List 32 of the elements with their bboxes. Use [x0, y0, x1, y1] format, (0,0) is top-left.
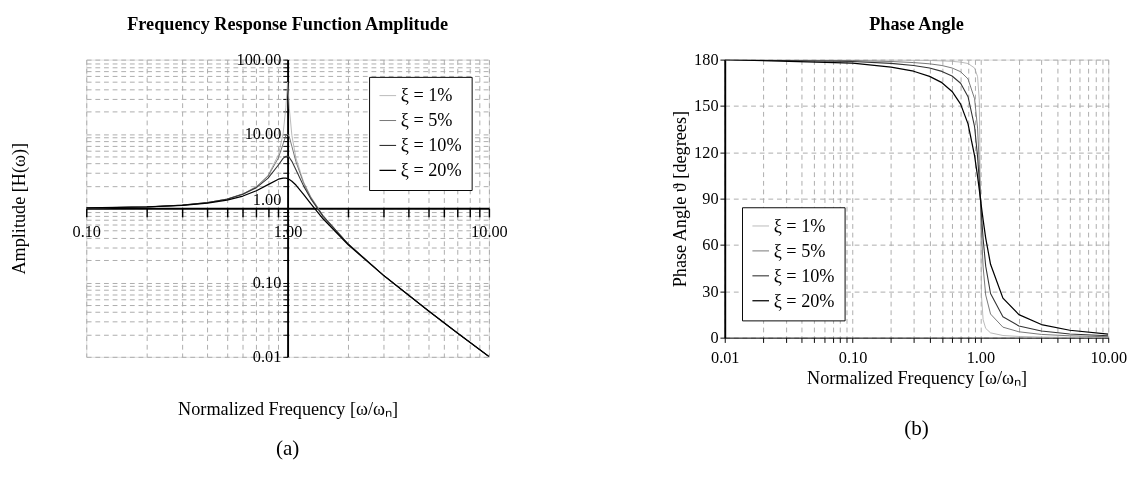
y-tick-label: 150: [694, 96, 719, 116]
legend-label: ξ = 5%: [773, 240, 826, 261]
y-tick-label: 0: [710, 327, 719, 347]
legend-label: ξ = 10%: [400, 135, 462, 156]
text: (b): [904, 416, 929, 441]
legend-label: ξ = 10%: [773, 265, 835, 286]
x-axis-title: Normalized Frequency [ω/ωₙ]: [806, 368, 1027, 389]
x-tick-label: 0.10: [72, 222, 102, 242]
y-tick-label: 1.00: [252, 189, 282, 209]
y-tick-label: 100.00: [236, 49, 282, 69]
legend-label: ξ = 20%: [400, 160, 462, 181]
y-tick-label: 0.10: [252, 272, 282, 292]
x-tick-label: 1.00: [966, 348, 996, 368]
y-tick-label: 90: [702, 188, 719, 208]
y-tick-label: 30: [702, 281, 719, 301]
y-tick-label: 60: [702, 235, 719, 255]
x-tick-label: 10.00: [1090, 348, 1128, 368]
x-axis-title: Normalized Frequency [ω/ωₙ]: [178, 398, 399, 419]
legend-label: ξ = 1%: [773, 215, 826, 236]
legend-label: ξ = 20%: [773, 290, 835, 311]
text: (a): [275, 435, 300, 460]
legend-label: ξ = 5%: [400, 110, 453, 131]
legend-label: ξ = 1%: [400, 85, 453, 106]
y-tick-label: 120: [694, 142, 719, 162]
y-tick-label: 10.00: [244, 124, 282, 144]
chart-title: Frequency Response Function Amplitude: [127, 13, 448, 34]
y-axis-title: Amplitude [H(ω)]: [9, 142, 31, 275]
y-tick-label: 180: [694, 49, 719, 69]
chart-title: Phase Angle: [869, 13, 964, 34]
y-axis-title: Phase Angle ϑ [degrees]: [670, 110, 691, 288]
x-tick-label: 0.10: [838, 348, 868, 368]
x-tick-label: 10.00: [471, 222, 508, 242]
